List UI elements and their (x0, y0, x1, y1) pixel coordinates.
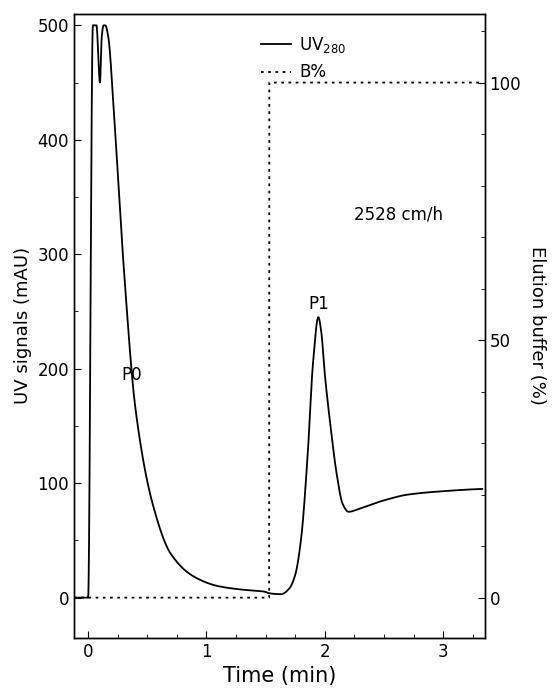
Legend: UV$_{280}$, B%: UV$_{280}$, B% (254, 29, 353, 88)
Text: 2528 cm/h: 2528 cm/h (354, 206, 444, 224)
Text: P0: P0 (122, 366, 142, 384)
Text: P1: P1 (308, 295, 329, 313)
X-axis label: Time (min): Time (min) (222, 666, 336, 686)
Y-axis label: Elution buffer (%): Elution buffer (%) (528, 246, 546, 405)
Y-axis label: UV signals (mAU): UV signals (mAU) (14, 247, 32, 405)
